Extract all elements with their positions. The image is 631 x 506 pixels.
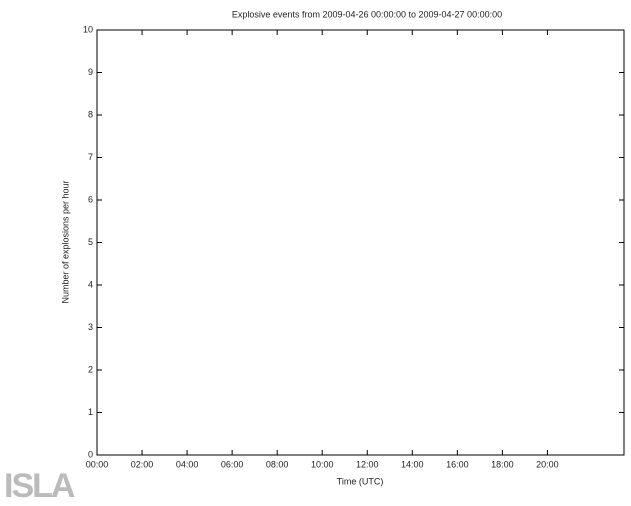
x-tick-label: 06:00: [221, 459, 244, 469]
y-tick-label: 7: [88, 152, 93, 162]
x-tick-label: 20:00: [536, 459, 559, 469]
x-tick-label: 00:00: [86, 459, 109, 469]
x-tick-label: 02:00: [131, 459, 154, 469]
x-tick-label: 18:00: [491, 459, 514, 469]
chart-title: Explosive events from 2009-04-26 00:00:0…: [232, 9, 502, 19]
logo: ISLA: [4, 467, 75, 505]
y-tick-label: 2: [88, 364, 93, 374]
y-tick-label: 8: [88, 109, 93, 119]
y-tick-label: 0: [88, 449, 93, 459]
y-tick-label: 9: [88, 67, 93, 77]
x-axis-label: Time (UTC): [337, 476, 384, 486]
x-tick-label: 14:00: [401, 459, 424, 469]
x-tick-label: 08:00: [266, 459, 289, 469]
x-tick-label: 16:00: [446, 459, 469, 469]
y-tick-label: 3: [88, 322, 93, 332]
y-tick-label: 4: [88, 279, 93, 289]
x-tick-label: 12:00: [356, 459, 379, 469]
y-tick-label: 1: [88, 407, 93, 417]
x-tick-label: 04:00: [176, 459, 199, 469]
x-tick-label: 10:00: [311, 459, 334, 469]
y-tick-label: 10: [83, 24, 93, 34]
y-tick-label: 6: [88, 194, 93, 204]
y-tick-label: 5: [88, 237, 93, 247]
plot-frame: [96, 29, 625, 456]
y-axis-label: Number of explosions per hour: [60, 180, 70, 303]
